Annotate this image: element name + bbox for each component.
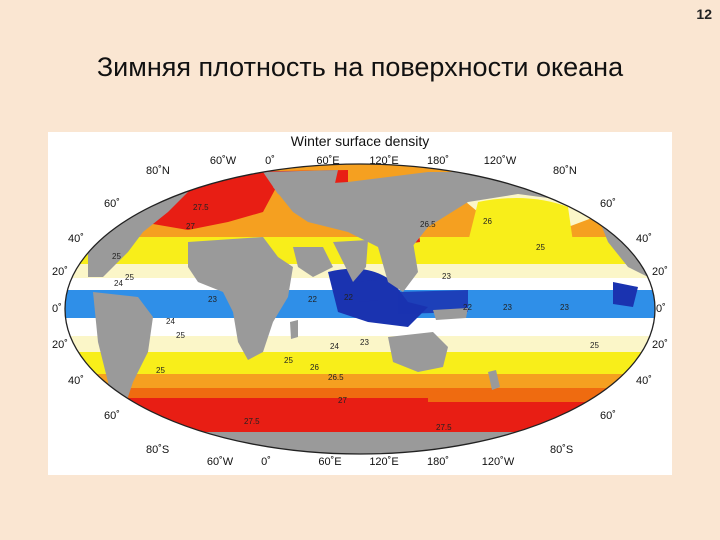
left-lat-label: 60˚	[104, 198, 120, 210]
contour-label: 23	[442, 272, 451, 281]
left-lat-label: 20˚	[52, 266, 68, 278]
contour-label: 22	[463, 303, 472, 312]
contour-label: 25	[156, 366, 165, 375]
band-white-south	[65, 318, 655, 338]
contour-label: 27.5	[193, 203, 209, 212]
right-lat-label: 40˚	[636, 375, 652, 387]
figure-title: Winter surface density	[291, 133, 430, 149]
southeast-asia	[378, 242, 418, 292]
africa	[188, 237, 293, 360]
top-lon-label: 120˚W	[484, 155, 517, 167]
dark-blue-bay-of-bengal	[353, 280, 378, 302]
right-lat-label: 60˚	[600, 198, 616, 210]
density-map: Winter surface density 60˚W 0˚ 60˚E 120˚…	[52, 133, 668, 468]
contour-label: 23	[208, 295, 217, 304]
antarctica	[65, 432, 655, 454]
new-zealand	[488, 370, 500, 390]
south-america	[93, 292, 153, 422]
right-lat-label: 40˚	[636, 233, 652, 245]
left-lat-label: 40˚	[68, 375, 84, 387]
contour-label: 25	[284, 356, 293, 365]
left-lat-label: 20˚	[52, 339, 68, 351]
contour-label: 23	[503, 303, 512, 312]
yellow-patch-north-pacific	[468, 198, 573, 247]
right-lat-label: 20˚	[652, 339, 668, 351]
band-cream-south	[65, 336, 655, 354]
contour-label: 25	[112, 252, 121, 261]
contour-label: 25	[176, 331, 185, 340]
contour-label: 25	[125, 273, 134, 282]
bottom-lon-label: 60˚W	[207, 456, 234, 468]
dark-blue-west-pacific	[398, 290, 468, 314]
right-lat-label: 60˚	[600, 410, 616, 422]
bottom-lon-label: 180˚	[427, 456, 449, 468]
dark-blue-panama	[613, 282, 638, 307]
right-lat-label: 0˚	[656, 303, 666, 315]
contour-label: 23	[560, 303, 569, 312]
contour-label: 26	[310, 363, 319, 372]
bottom-lon-label: 60˚E	[318, 456, 341, 468]
top-lon-label: 60˚E	[316, 155, 339, 167]
madagascar	[290, 320, 298, 339]
slide-title: Зимняя плотность на поверхности океана	[96, 52, 624, 82]
contour-label: 26.5	[420, 220, 436, 229]
left-lat-label: 80˚N	[146, 165, 170, 177]
slide-number: 12	[696, 6, 712, 22]
right-lat-label: 20˚	[652, 266, 668, 278]
top-lon-label: 60˚W	[210, 155, 237, 167]
new-guinea	[433, 308, 468, 320]
left-lat-label: 60˚	[104, 410, 120, 422]
top-lon-label: 120˚E	[369, 155, 398, 167]
india	[333, 240, 368, 282]
contour-label: 24	[114, 279, 123, 288]
contour-label: 23	[360, 338, 369, 347]
contour-label: 24	[330, 342, 339, 351]
contour-label: 27	[186, 222, 195, 231]
europe-asia	[273, 172, 593, 252]
right-lat-label: 80˚N	[553, 165, 577, 177]
top-lon-label: 180˚	[427, 155, 449, 167]
contour-label: 26	[483, 217, 492, 226]
bottom-lon-label: 120˚W	[482, 456, 515, 468]
band-orange-south	[65, 374, 655, 390]
contour-label: 22	[344, 293, 353, 302]
top-lon-label: 0˚	[265, 155, 275, 167]
contour-label: 26.5	[328, 373, 344, 382]
contour-label: 27.5	[436, 423, 452, 432]
contour-label: 25	[536, 243, 545, 252]
contour-label: 27	[338, 396, 347, 405]
map-figure: Winter surface density 60˚W 0˚ 60˚E 120˚…	[48, 132, 672, 475]
australia	[388, 332, 448, 372]
contour-label: 25	[590, 341, 599, 350]
left-lat-label: 80˚S	[146, 444, 169, 456]
bottom-lon-label: 120˚E	[369, 456, 398, 468]
right-lat-label: 80˚S	[550, 444, 573, 456]
left-lat-label: 0˚	[52, 303, 62, 315]
globe-outline	[64, 163, 656, 455]
contour-label: 27.5	[244, 417, 260, 426]
left-lat-label: 40˚	[68, 233, 84, 245]
contour-label: 22	[308, 295, 317, 304]
band-yellow-south	[65, 352, 655, 376]
arabia	[293, 247, 333, 277]
contour-label: 24	[166, 317, 175, 326]
bottom-lon-label: 0˚	[261, 456, 271, 468]
